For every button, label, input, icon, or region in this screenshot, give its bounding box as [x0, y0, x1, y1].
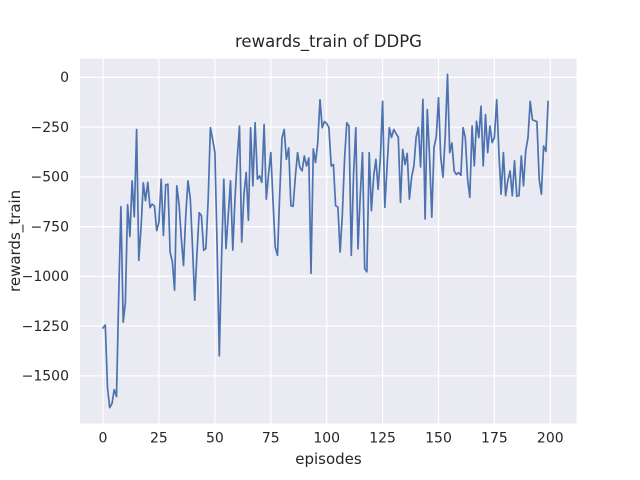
x-tick-label: 0	[99, 431, 108, 447]
y-tick-label: −500	[31, 170, 69, 186]
y-axis-label: rewards_train	[6, 189, 24, 293]
y-tick-label: −750	[31, 219, 69, 235]
x-tick-label: 175	[481, 431, 508, 447]
chart-title: rewards_train of DDPG	[235, 32, 422, 51]
x-tick-label: 200	[537, 431, 564, 447]
x-tick-label: 75	[262, 431, 280, 447]
y-tick-label: −1500	[22, 369, 69, 385]
y-tick-label: −250	[31, 120, 69, 136]
x-tick-label: 50	[206, 431, 224, 447]
x-axis-label: episodes	[295, 450, 362, 468]
reward-line	[102, 73, 549, 409]
x-tick-label: 100	[313, 431, 340, 447]
x-tick-label: 150	[425, 431, 452, 447]
y-tick-label: −1250	[22, 319, 69, 335]
x-tick-label: 25	[150, 431, 168, 447]
plot-area	[80, 58, 577, 424]
x-tick-label: 125	[369, 431, 396, 447]
y-tick-label: 0	[60, 70, 69, 86]
y-tick-label: −1000	[22, 269, 69, 285]
